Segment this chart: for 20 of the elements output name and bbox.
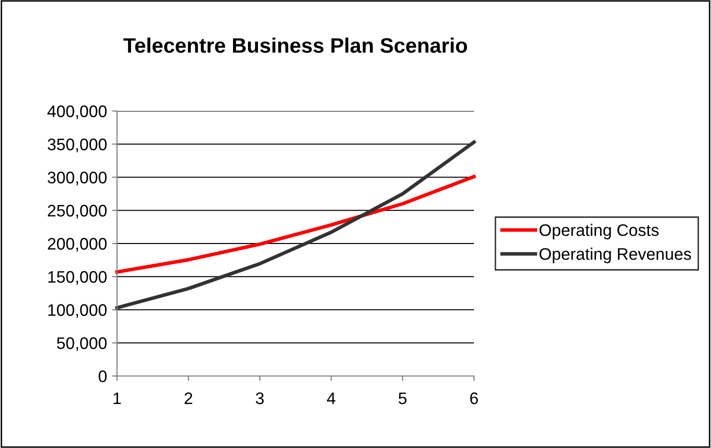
y-tick-label: 100,000 [48, 304, 107, 318]
line-series [115, 140, 476, 310]
y-tick-label: 150,000 [48, 271, 107, 285]
chart-title: Telecentre Business Plan Scenario [123, 38, 468, 53]
y-tick-label: 0 [98, 370, 107, 382]
y-tick-label: 300,000 [48, 172, 107, 186]
y-tick-label: 50,000 [56, 337, 107, 352]
y-tick-label: 200,000 [48, 238, 107, 252]
x-tick-label: 3 [256, 392, 264, 404]
x-tick-label: 4 [326, 392, 336, 404]
x-tick-label: 6 [470, 392, 478, 404]
y-tick-label: 250,000 [48, 204, 107, 219]
line-series [115, 174, 476, 274]
y-tick-label: 400,000 [47, 105, 107, 120]
legend-label: Operating Costs [540, 224, 659, 240]
y-tick-label: 350,000 [48, 138, 107, 152]
x-tick-label: 1 [114, 392, 121, 404]
legend-label: Operating Revenues [540, 248, 692, 264]
x-tick-label: 2 [184, 392, 192, 404]
x-tick-label: 5 [398, 392, 407, 404]
